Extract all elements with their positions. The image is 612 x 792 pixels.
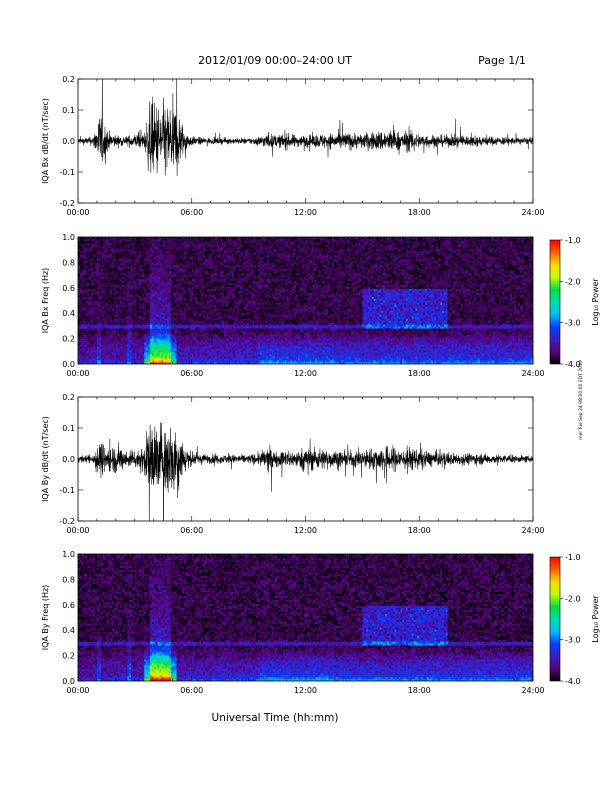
x-tick-label: 00:00 xyxy=(66,369,89,378)
y-tick-label: 0.2 xyxy=(62,652,75,661)
x-tick-label: 12:00 xyxy=(294,526,317,535)
y-tick-label: -0.2 xyxy=(59,199,75,208)
colorbar-tick-label: -4.0 xyxy=(565,360,581,369)
y-axis-title: IQA Bx dB/dt (nT/sec) xyxy=(41,98,50,184)
y-axis-title: IQA By dB/dt (nT/sec) xyxy=(41,416,50,502)
y-tick-label: 0.2 xyxy=(62,335,75,344)
y-tick-label: 0.0 xyxy=(62,455,75,464)
y-tick-label: 0.0 xyxy=(62,360,75,369)
x-tick-label: 24:00 xyxy=(521,369,544,378)
panels: 00:00 06:00 12:00 18:00 24:00 -0.2 -0.1 0.0 0.1 0… xyxy=(41,75,600,695)
colorbar xyxy=(549,239,561,365)
y-tick-label: 1.0 xyxy=(62,233,75,242)
y-tick-label: 0.1 xyxy=(62,424,75,433)
colorbar-tick-label: -4.0 xyxy=(565,677,581,686)
y-tick-label: 1.0 xyxy=(62,550,75,559)
y-tick-label: -0.2 xyxy=(59,517,75,526)
y-axis-title: IQA Bx Freq (Hz) xyxy=(41,268,50,334)
colorbar-tick-label: -1.0 xyxy=(565,236,581,245)
waveform-series xyxy=(78,79,533,176)
y-tick-label: 0.6 xyxy=(62,284,75,293)
waveform-panel: 00:00 06:00 12:00 18:00 24:00 -0.2 -0.1 0.0 0.1 0… xyxy=(41,75,545,217)
waveform-series xyxy=(78,422,533,521)
spectrogram-image xyxy=(78,554,533,681)
spectrogram-panel: -1.0 -2.0 -3.0 -4.0 Log₁₀ Power 00:00 06:00 12:… xyxy=(41,550,600,695)
x-tick-label: 18:00 xyxy=(408,686,431,695)
y-tick-label: -0.1 xyxy=(59,168,75,177)
y-tick-label: 0.8 xyxy=(62,575,75,584)
x-tick-label: 18:00 xyxy=(408,526,431,535)
y-tick-label: 0.0 xyxy=(62,137,75,146)
waveform-panel: 00:00 06:00 12:00 18:00 24:00 -0.2 -0.1 0.0 0.1 0… xyxy=(41,393,545,535)
x-tick-label: 18:00 xyxy=(408,369,431,378)
y-tick-label: 0.4 xyxy=(62,309,75,318)
x-tick-label: 12:00 xyxy=(294,208,317,217)
y-axis-title: IQA By Freq (Hz) xyxy=(41,585,50,651)
colorbar-title: Log₁₀ Power xyxy=(591,595,600,643)
colorbar-tick-label: -2.0 xyxy=(565,277,581,286)
page-indicator: Page 1/1 xyxy=(478,54,526,67)
colorbar-tick-label: -3.0 xyxy=(565,636,581,645)
colorbar-tick-label: -2.0 xyxy=(565,594,581,603)
x-tick-label: 06:00 xyxy=(180,686,203,695)
colorbar-tick-label: -1.0 xyxy=(565,553,581,562)
y-tick-label: -0.1 xyxy=(59,486,75,495)
x-tick-label: 18:00 xyxy=(408,208,431,217)
x-tick-label: 00:00 xyxy=(66,208,89,217)
x-tick-label: 06:00 xyxy=(180,526,203,535)
figure-title: 2012/01/09 00:00–24:00 UT xyxy=(198,54,352,67)
y-tick-label: 0.1 xyxy=(62,106,75,115)
side-stamp: mel Tue Sep 24 08:00:00 EDT 2019 xyxy=(578,360,584,440)
y-tick-label: 0.0 xyxy=(62,677,75,686)
x-tick-label: 24:00 xyxy=(521,526,544,535)
x-tick-label: 00:00 xyxy=(66,526,89,535)
x-tick-label: 24:00 xyxy=(521,208,544,217)
x-tick-label: 24:00 xyxy=(521,686,544,695)
colorbar xyxy=(549,556,561,682)
y-tick-label: 0.6 xyxy=(62,601,75,610)
x-tick-label: 06:00 xyxy=(180,369,203,378)
y-tick-label: 0.4 xyxy=(62,626,75,635)
colorbar-tick-label: -3.0 xyxy=(565,319,581,328)
y-tick-label: 0.2 xyxy=(62,75,75,84)
y-tick-label: 0.8 xyxy=(62,258,75,267)
y-tick-label: 0.2 xyxy=(62,393,75,402)
x-tick-label: 12:00 xyxy=(294,686,317,695)
spectrogram-panel: -1.0 -2.0 -3.0 -4.0 Log₁₀ Power 00:00 06:00 12:… xyxy=(41,233,600,378)
x-tick-label: 06:00 xyxy=(180,208,203,217)
x-tick-label: 00:00 xyxy=(66,686,89,695)
x-tick-label: 12:00 xyxy=(294,369,317,378)
x-axis-title: Universal Time (hh:mm) xyxy=(212,712,339,724)
spectrogram-image xyxy=(78,237,533,364)
colorbar-title: Log₁₀ Power xyxy=(591,278,600,326)
